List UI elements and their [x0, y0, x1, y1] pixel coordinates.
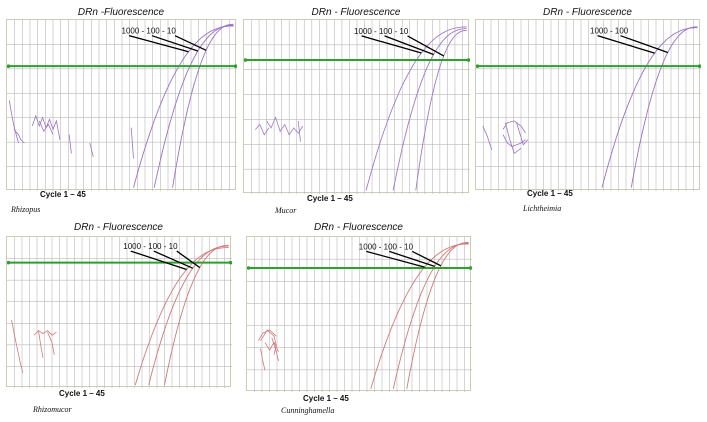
- dilution-label: 1000 - 100 - 10: [123, 242, 178, 251]
- grid: [244, 20, 470, 194]
- dilution-pointer-line: [151, 35, 199, 52]
- baseline-noise-trace: [68, 134, 72, 154]
- chart-title: DRn - Fluorescence: [74, 222, 163, 233]
- amplification-curve-1000: [134, 247, 229, 386]
- threshold-marker-left: [247, 266, 251, 270]
- amplification-curve-10: [406, 241, 469, 389]
- organism-label: Cunninghamella: [281, 406, 335, 415]
- dilution-pointer-line: [620, 35, 668, 54]
- baseline-noise-trace: [264, 341, 279, 352]
- threshold-marker-right: [468, 266, 472, 270]
- chart-title: DRn - Fluorescence: [543, 7, 632, 18]
- baseline-noise-trace: [89, 143, 94, 157]
- x-axis-label: Cycle 1 – 45: [40, 190, 86, 199]
- dilution-label: 1000 - 100 - 10: [122, 27, 177, 36]
- amplification-curve-100: [630, 26, 698, 188]
- plot-area: 1000 - 100 - 10: [6, 19, 237, 191]
- baseline-noise-trace: [516, 122, 529, 146]
- qpcr-plot-svg: 1000 - 100 - 10: [7, 237, 232, 388]
- baseline-noise-trace: [271, 337, 279, 362]
- dilution-label: 1000 - 100: [590, 27, 629, 36]
- chart-panel-lichtheimia: DRn - Fluorescence 1000 - 100 Cycle 1 – …: [475, 7, 701, 213]
- threshold-marker-left: [7, 64, 11, 68]
- baseline-noise-trace: [8, 100, 19, 144]
- baseline-noise-trace: [130, 127, 134, 159]
- threshold-marker-right: [697, 64, 701, 68]
- x-axis-label: Cycle 1 – 45: [59, 389, 105, 398]
- organism-label: Rhizomucor: [33, 405, 72, 414]
- plot-area: 1000 - 100 - 10: [243, 19, 470, 194]
- baseline-noise-trace: [504, 122, 522, 155]
- dilution-pointer-line: [384, 35, 434, 56]
- baseline-noise-trace: [260, 348, 266, 371]
- baseline-noise-trace: [38, 120, 54, 135]
- baseline-noise-trace: [284, 124, 304, 136]
- dilution-pointer-line: [174, 35, 207, 51]
- chart-panel-cunninghamella: DRn - Fluorescence 1000 - 100 - 10 Cycle…: [246, 222, 472, 418]
- amplification-curve-1000: [133, 25, 234, 188]
- threshold-marker-left: [7, 260, 11, 265]
- amplification-curve-100: [153, 24, 234, 188]
- x-axis-label: Cycle 1 – 45: [307, 194, 353, 203]
- dilution-pointer-line: [366, 250, 425, 268]
- amplification-curve-1000: [370, 243, 469, 390]
- plot-area: 1000 - 100: [475, 19, 701, 191]
- organism-label: Lichtheimia: [523, 204, 562, 213]
- amplification-curve-100: [392, 242, 469, 389]
- amplification-curve-10: [415, 29, 467, 191]
- x-axis-label: Cycle 1 – 45: [527, 189, 573, 198]
- baseline-noise-trace: [33, 330, 57, 336]
- threshold-marker-left: [244, 58, 248, 62]
- chart-title: DRn -Fluorescence: [77, 7, 165, 18]
- dilution-pointer-line: [597, 35, 655, 54]
- dilution-pointer-line: [176, 250, 201, 269]
- grid: [7, 237, 232, 388]
- amplification-curve-100: [392, 28, 467, 191]
- qpcr-plot-svg: 1000 - 100: [476, 20, 701, 191]
- baseline-noise-trace: [47, 331, 55, 355]
- qpcr-plot-svg: 1000 - 100 - 10: [247, 237, 472, 392]
- baseline-noise-trace: [254, 123, 270, 136]
- dilution-label: 1000 - 100 - 10: [354, 27, 409, 36]
- grid: [7, 20, 237, 191]
- baseline-noise-trace: [482, 125, 493, 151]
- qpcr-plot-svg: 1000 - 100 - 10: [7, 20, 237, 191]
- dilution-label: 1000 - 100 - 10: [359, 242, 414, 251]
- amplification-curve-10: [172, 23, 234, 188]
- baseline-noise-trace: [38, 330, 44, 358]
- baseline-noise-trace: [257, 329, 277, 342]
- dilution-pointer-line: [153, 250, 193, 269]
- amplification-curve-1000: [601, 27, 698, 188]
- baseline-noise-trace: [13, 129, 25, 144]
- dilution-pointer-line: [407, 35, 445, 57]
- threshold-marker-left: [476, 64, 480, 68]
- chart-panel-rhizopus: DRn -Fluorescence 1000 - 100 - 10 Cycle …: [6, 7, 237, 214]
- plot-area: 1000 - 100 - 10: [246, 236, 472, 392]
- baseline-noise-trace: [297, 120, 301, 142]
- threshold-marker-right: [228, 260, 232, 265]
- threshold-marker-right: [466, 58, 470, 62]
- amplification-curve-10: [164, 244, 229, 386]
- chart-title: DRn - Fluorescence: [311, 7, 401, 18]
- dilution-pointer-line: [411, 250, 442, 267]
- grid: [476, 20, 701, 191]
- chart-panel-rhizomucor: DRn - Fluorescence 1000 - 100 - 10 Cycle…: [6, 222, 232, 418]
- dilution-pointer-line: [389, 250, 435, 268]
- threshold-marker-right: [233, 64, 237, 68]
- plot-area: 1000 - 100 - 10: [6, 236, 232, 388]
- chart-panel-mucor: DRn - Fluorescence 1000 - 100 - 10 Cycle…: [243, 7, 470, 215]
- amplification-curve-100: [148, 245, 229, 386]
- chart-title: DRn - Fluorescence: [314, 222, 403, 233]
- baseline-noise-trace: [266, 116, 286, 133]
- organism-label: Rhizopus: [11, 205, 41, 214]
- organism-label: Mucor: [275, 206, 297, 215]
- x-axis-label: Cycle 1 – 45: [303, 394, 349, 403]
- dilution-pointer-line: [128, 35, 189, 53]
- baseline-noise-trace: [11, 320, 24, 373]
- dilution-pointer-line: [130, 250, 187, 271]
- qpcr-plot-svg: 1000 - 100 - 10: [244, 20, 470, 194]
- dilution-pointer-line: [361, 35, 422, 54]
- grid: [247, 237, 472, 392]
